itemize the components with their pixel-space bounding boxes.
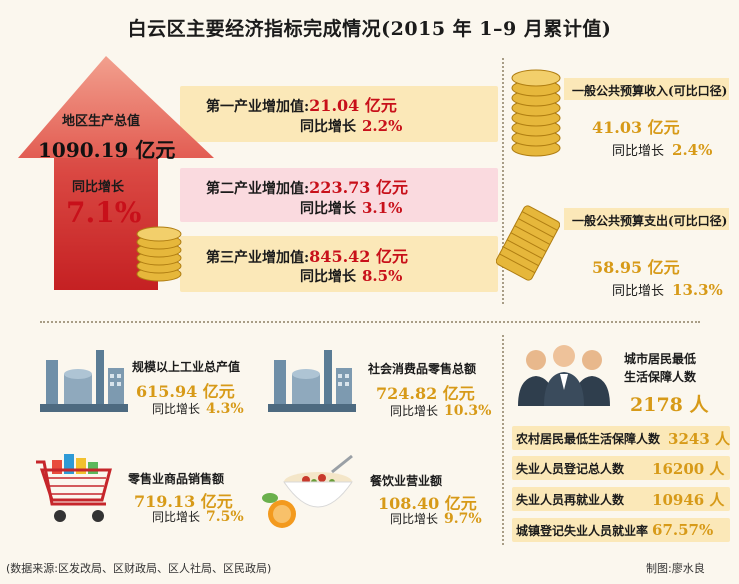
city-min-living-value: 2178 人 <box>630 394 709 416</box>
industrial-output-growth: 同比增长 4.3% <box>152 400 244 417</box>
coin-roll-icon <box>496 205 560 281</box>
growth-label: 同比增长 <box>612 144 665 159</box>
consumer-retail-growth: 同比增长 10.3% <box>390 402 491 419</box>
budget-income-value: 41.03 亿元 <box>592 118 680 137</box>
retail-sales-growth: 同比增长 7.5% <box>152 508 244 525</box>
coin-stack-icon <box>511 69 561 157</box>
social-row-value: 16200 人 <box>652 459 725 478</box>
growth-value: 9.7% <box>444 511 482 527</box>
graphic-credit: 制图:廖水良 <box>646 562 705 575</box>
social-row-label: 失业人员登记总人数 <box>516 461 625 476</box>
catering-revenue-growth: 同比增长 9.7% <box>390 510 482 527</box>
industry-primary-value: 21.04 亿元 <box>309 96 397 115</box>
budget-income-growth: 同比增长 2.4% <box>612 140 712 159</box>
divider-vertical-top <box>502 58 504 304</box>
social-row: 农村居民最低生活保障人数 3243 人 <box>512 426 730 450</box>
gdp-arrow-icon <box>18 56 214 290</box>
social-row-value: 10946 人 <box>652 490 725 509</box>
industrial-output-value: 615.94 亿元 <box>136 382 235 401</box>
consumer-retail-title: 社会消费品零售总额 <box>368 362 477 376</box>
catering-revenue-title: 餐饮业营业额 <box>370 474 443 488</box>
budget-income-title-band <box>564 78 729 100</box>
gdp-growth-value: 7.1% <box>66 196 142 229</box>
industry-secondary-label: 第二产业增加值: <box>206 181 310 197</box>
page-title: 白云区主要经济指标完成情况(2015 年 1–9 月累计值) <box>127 18 612 40</box>
budget-expense-title: 一般公共预算支出(可比口径) <box>572 214 728 228</box>
gdp-label: 地区生产总值 <box>62 114 141 129</box>
social-row: 失业人员登记总人数 16200 人 <box>512 456 730 480</box>
social-row: 城镇登记失业人员就业率 67.57% <box>512 518 730 542</box>
budget-expense-growth: 同比增长 13.3% <box>612 280 723 299</box>
growth-value: 10.3% <box>444 403 492 419</box>
industry-tertiary-label: 第三产业增加值: <box>206 250 310 266</box>
social-row-value: 67.57% <box>652 521 714 539</box>
growth-value: 13.3% <box>672 281 723 299</box>
growth-value: 8.5% <box>362 267 403 285</box>
divider-vertical-bottom <box>502 335 504 545</box>
industry-primary-row: 第一产业增加值: 21.04 亿元 <box>206 92 397 116</box>
people-icon <box>518 345 610 406</box>
city-min-living-title-2: 生活保障人数 <box>624 370 697 384</box>
industry-tertiary-growth: 同比增长 8.5% <box>300 266 402 286</box>
retail-sales-value: 719.13 亿元 <box>134 492 233 511</box>
growth-value: 2.2% <box>362 117 403 135</box>
industry-primary-label: 第一产业增加值: <box>206 99 310 115</box>
consumer-retail-value: 724.82 亿元 <box>376 384 475 403</box>
social-row: 失业人员再就业人数 10946 人 <box>512 487 730 511</box>
shopping-cart-icon <box>36 454 112 522</box>
growth-label: 同比增长 <box>152 510 201 524</box>
growth-value: 7.5% <box>206 509 244 525</box>
gdp-value: 1090.19 亿元 <box>38 138 176 162</box>
growth-label: 同比增长 <box>612 284 665 299</box>
factory-icon <box>40 350 128 412</box>
industry-secondary-value: 223.73 亿元 <box>309 178 408 197</box>
data-source-footnote: (数据来源:区发改局、区财政局、区人社局、区民政局) <box>6 562 272 575</box>
social-row-label: 失业人员再就业人数 <box>516 492 625 507</box>
city-min-living-title-1: 城市居民最低 <box>624 352 697 366</box>
catering-revenue-value: 108.40 亿元 <box>378 494 477 513</box>
industry-secondary-growth: 同比增长 3.1% <box>300 198 402 218</box>
industry-band-primary <box>180 86 498 142</box>
growth-label: 同比增长 <box>300 269 356 285</box>
coin-stack-icon <box>136 226 182 282</box>
social-row-label: 农村居民最低生活保障人数 <box>516 431 661 446</box>
divider-horizontal <box>40 321 700 323</box>
industry-tertiary-row: 第三产业增加值: 845.42 亿元 <box>206 243 408 267</box>
social-row-label: 城镇登记失业人员就业率 <box>516 523 649 538</box>
growth-value: 2.4% <box>672 141 713 159</box>
factory-icon <box>268 350 356 412</box>
growth-value: 4.3% <box>206 401 244 417</box>
budget-expense-title-band <box>564 208 729 230</box>
budget-expense-value: 58.95 亿元 <box>592 258 680 277</box>
industry-secondary-row: 第二产业增加值: 223.73 亿元 <box>206 174 408 198</box>
industry-band-tertiary <box>180 236 498 292</box>
growth-label: 同比增长 <box>152 402 201 416</box>
industry-primary-growth: 同比增长 2.2% <box>300 116 402 136</box>
food-bowl-icon <box>262 454 353 528</box>
gdp-growth-label: 同比增长 <box>72 180 125 195</box>
budget-income-title: 一般公共预算收入(可比口径) <box>572 84 728 98</box>
growth-value: 3.1% <box>362 199 403 217</box>
growth-label: 同比增长 <box>390 404 439 418</box>
growth-label: 同比增长 <box>390 512 439 526</box>
industrial-output-title: 规模以上工业总产值 <box>132 360 241 374</box>
industry-band-secondary <box>180 168 498 222</box>
industry-tertiary-value: 845.42 亿元 <box>309 247 408 266</box>
social-row-value: 3243 人 <box>668 429 730 448</box>
growth-label: 同比增长 <box>300 201 356 217</box>
retail-sales-title: 零售业商品销售额 <box>128 472 225 486</box>
growth-label: 同比增长 <box>300 119 356 135</box>
